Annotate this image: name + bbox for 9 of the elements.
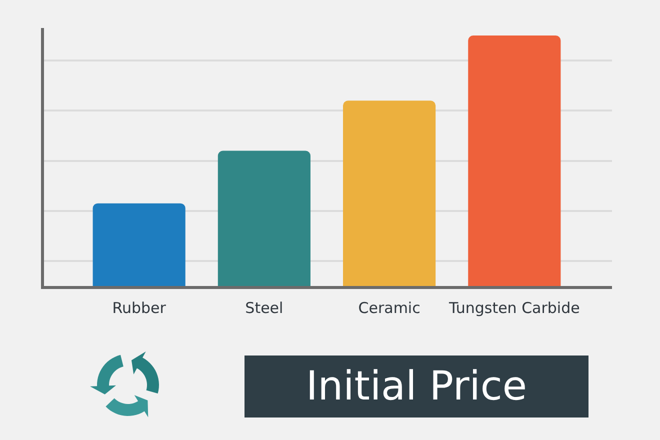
x-tick-label: Rubber xyxy=(112,299,167,317)
bar xyxy=(468,36,561,286)
bar xyxy=(92,203,186,286)
text: Initial Price xyxy=(306,364,527,410)
bar xyxy=(343,100,436,286)
x-tick-label: Steel xyxy=(245,299,284,317)
x-tick-label: Tungsten Carbide xyxy=(448,299,580,317)
bar xyxy=(218,150,310,286)
x-tick-label: Ceramic xyxy=(358,299,420,317)
